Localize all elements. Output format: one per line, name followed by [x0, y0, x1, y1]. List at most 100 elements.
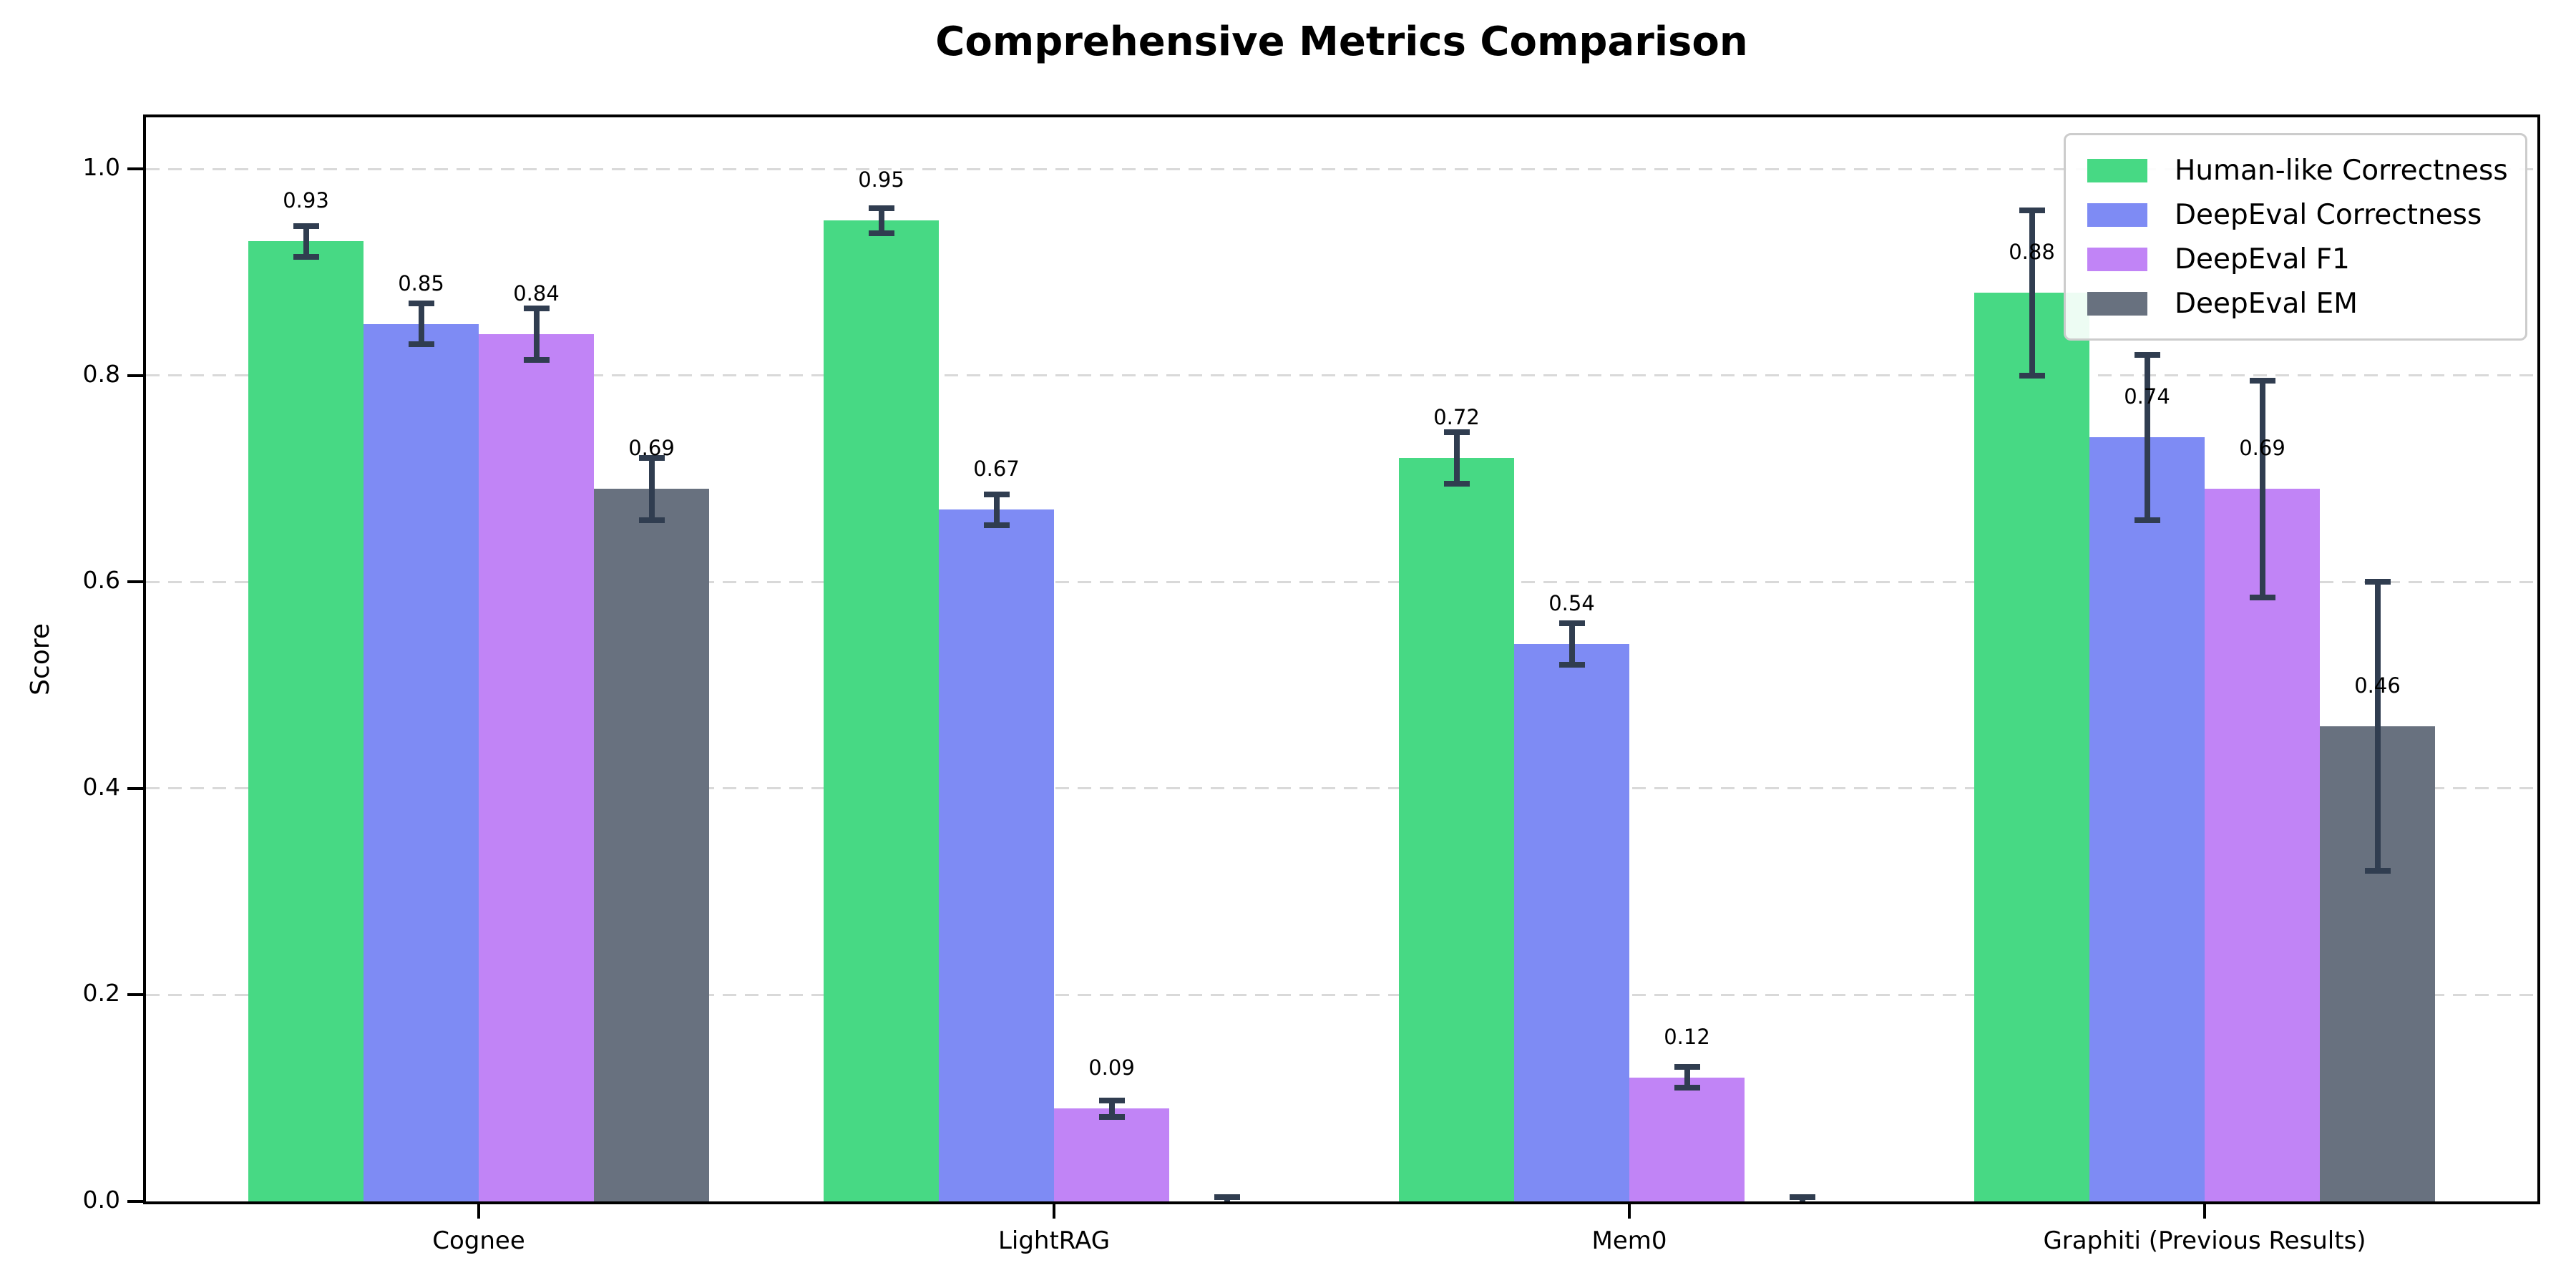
legend-item: DeepEval F1	[2087, 237, 2504, 281]
x-axis-category-label: Cognee	[432, 1226, 525, 1255]
legend-item: DeepEval EM	[2087, 281, 2504, 326]
bar-value-label: 0.85	[398, 270, 444, 296]
y-axis-tick-label: 0.6	[82, 566, 120, 595]
error-bar-cap	[638, 517, 665, 523]
legend-swatch-icon	[2087, 158, 2147, 182]
error-bar-line	[878, 208, 884, 233]
error-bar-cap	[523, 357, 550, 364]
bar-value-label: 0.84	[513, 281, 560, 306]
bar-value-label: 0.93	[283, 188, 329, 213]
plot-area: 0.93 0.95 0.72 0.88 0.85 0.67 0.54 0.74 0.84 0.09…	[143, 114, 2540, 1204]
bar-value-label: 0.54	[1548, 590, 1595, 615]
y-axis-label: Score	[25, 623, 55, 696]
x-axis-tick	[2203, 1204, 2206, 1219]
error-bar-cap	[983, 491, 1010, 497]
bar-deepeval-f1	[479, 334, 594, 1201]
error-bar-cap	[408, 341, 434, 348]
error-bar-cap	[2019, 372, 2045, 379]
error-bar-cap	[2249, 594, 2275, 600]
error-bar-cap	[868, 205, 894, 211]
bar-deepeval-correctness	[2089, 437, 2205, 1201]
error-bar-cap	[2134, 351, 2160, 358]
error-bar-line	[2259, 380, 2265, 597]
x-axis-category-label: Mem0	[1591, 1226, 1667, 1255]
error-bar-cap	[1443, 481, 1470, 487]
error-bar-cap	[293, 253, 319, 260]
bar-value-label: 0.67	[973, 457, 1020, 482]
error-bar-cap	[983, 522, 1010, 528]
chart-title: Comprehensive Metrics Comparison	[935, 19, 1748, 65]
bar-deepeval-correctness	[1514, 643, 1629, 1201]
bar-deepeval-correctness	[364, 323, 479, 1201]
error-bar-cap	[2249, 377, 2275, 384]
error-bar-cap	[523, 305, 550, 311]
error-bar-cap	[1558, 661, 1585, 668]
error-bar-cap	[868, 230, 894, 236]
bar-deepeval-correctness	[939, 509, 1054, 1201]
error-bar-cap	[1674, 1064, 1700, 1070]
error-bar-cap	[638, 455, 665, 462]
error-bar-line	[2029, 210, 2035, 376]
error-bar-cap	[293, 223, 319, 229]
bar-value-label: 0.69	[628, 436, 675, 461]
bar-deepeval-em	[594, 489, 709, 1201]
bar-value-label: 0.74	[2124, 384, 2170, 409]
legend-label: DeepEval F1	[2175, 243, 2350, 275]
error-bar-line	[1108, 1100, 1115, 1117]
bar-human-like-correctness	[1399, 458, 1514, 1201]
bar-human-like-correctness	[824, 220, 939, 1201]
x-axis-tick	[477, 1204, 480, 1219]
error-bar-line	[1453, 432, 1460, 484]
error-bar-line	[418, 303, 424, 345]
y-axis-label-wrap: Score	[19, 114, 62, 1204]
y-axis-tick	[127, 786, 143, 790]
bar-value-label: 0.95	[858, 167, 904, 192]
legend-label: DeepEval Correctness	[2175, 198, 2482, 231]
error-bar-cap	[2364, 579, 2391, 585]
legend-item: Human-like Correctness	[2087, 148, 2508, 192]
error-bar-cap	[1674, 1085, 1700, 1091]
error-bar-line	[2374, 582, 2381, 872]
x-axis-category-label: Graphiti (Previous Results)	[2043, 1226, 2366, 1255]
error-bar-line	[1568, 623, 1575, 665]
y-axis-tick-label: 0.2	[82, 979, 120, 1008]
legend-swatch-icon	[2087, 247, 2147, 271]
legend: Human-like Correctness DeepEval Correctne…	[2064, 133, 2527, 341]
bar-value-label: 0.46	[2354, 673, 2401, 698]
y-axis-tick-label: 0.8	[82, 359, 120, 388]
error-bar-cap	[2134, 517, 2160, 523]
error-bar-cap	[1214, 1203, 1240, 1204]
bar-value-label: 0.69	[2239, 436, 2285, 461]
error-bar-cap	[1098, 1097, 1125, 1103]
x-axis-tick	[1053, 1204, 1055, 1219]
error-bar-cap	[1789, 1194, 1815, 1201]
legend-swatch-icon	[2087, 291, 2147, 316]
error-bar-cap	[2364, 868, 2391, 874]
y-axis-tick	[127, 993, 143, 997]
error-bar-cap	[2019, 207, 2045, 213]
bar-deepeval-f1	[1629, 1077, 1745, 1201]
error-bar-line	[303, 225, 309, 257]
legend-item: DeepEval Correctness	[2087, 192, 2504, 237]
bar-deepeval-f1	[2205, 489, 2320, 1201]
bar-value-label: 0.88	[2009, 240, 2055, 265]
error-bar-cap	[1790, 1203, 1815, 1204]
error-bar-line	[533, 308, 540, 361]
legend-label: Human-like Correctness	[2175, 154, 2508, 187]
x-axis-tick	[1628, 1204, 1631, 1219]
y-axis-tick-label: 0.4	[82, 772, 120, 801]
error-bar-cap	[408, 300, 434, 306]
y-axis-tick	[127, 1200, 143, 1203]
bar-human-like-correctness	[248, 241, 364, 1201]
x-axis-category-label: LightRAG	[997, 1226, 1111, 1255]
y-axis-tick	[127, 580, 143, 584]
error-bar-cap	[1443, 429, 1470, 436]
error-bar-line	[993, 494, 1000, 525]
error-bar-cap	[1558, 620, 1585, 626]
legend-swatch-icon	[2087, 203, 2147, 227]
y-axis-tick-label: 0.0	[82, 1186, 120, 1214]
bar-deepeval-f1	[1054, 1108, 1169, 1201]
bar-value-label: 0.72	[1433, 405, 1480, 430]
error-bar-cap	[1098, 1113, 1125, 1120]
